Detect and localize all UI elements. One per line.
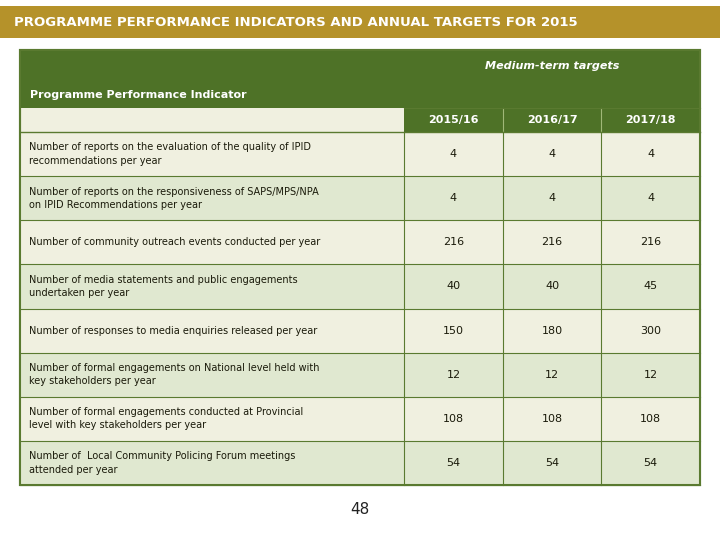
Text: 12: 12 bbox=[545, 370, 559, 380]
Text: 12: 12 bbox=[644, 370, 658, 380]
Bar bbox=[20, 441, 700, 485]
Bar bbox=[20, 397, 700, 441]
Bar bbox=[20, 220, 700, 265]
Text: 4: 4 bbox=[450, 193, 457, 203]
Text: Programme Performance Indicator: Programme Performance Indicator bbox=[30, 90, 247, 100]
Text: 54: 54 bbox=[545, 458, 559, 468]
Text: Number of reports on the evaluation of the quality of IPID
recommendations per y: Number of reports on the evaluation of t… bbox=[29, 143, 311, 166]
Text: 4: 4 bbox=[549, 149, 556, 159]
Text: Number of  Local Community Policing Forum meetings
attended per year: Number of Local Community Policing Forum… bbox=[29, 451, 295, 475]
Text: 4: 4 bbox=[549, 193, 556, 203]
Bar bbox=[20, 50, 700, 485]
Text: 48: 48 bbox=[351, 503, 369, 517]
Text: 216: 216 bbox=[443, 237, 464, 247]
Text: Number of media statements and public engagements
undertaken per year: Number of media statements and public en… bbox=[29, 275, 297, 298]
Bar bbox=[20, 176, 700, 220]
Text: Number of formal engagements on National level held with
key stakeholders per ye: Number of formal engagements on National… bbox=[29, 363, 320, 386]
Text: Number of responses to media enquiries released per year: Number of responses to media enquiries r… bbox=[29, 326, 318, 335]
Bar bbox=[0, 6, 720, 38]
Text: 108: 108 bbox=[443, 414, 464, 424]
Text: 45: 45 bbox=[644, 281, 658, 292]
Text: 12: 12 bbox=[446, 370, 461, 380]
Text: Number of reports on the responsiveness of SAPS/MPS/NPA
on IPID Recommendations : Number of reports on the responsiveness … bbox=[29, 187, 319, 210]
Text: 300: 300 bbox=[640, 326, 661, 335]
Text: 180: 180 bbox=[541, 326, 562, 335]
Text: PROGRAMME PERFORMANCE INDICATORS AND ANNUAL TARGETS FOR 2015: PROGRAMME PERFORMANCE INDICATORS AND ANN… bbox=[14, 16, 577, 29]
Text: 2015/16: 2015/16 bbox=[428, 115, 479, 125]
Text: 54: 54 bbox=[644, 458, 658, 468]
Bar bbox=[404, 108, 700, 132]
Text: 108: 108 bbox=[640, 414, 661, 424]
Bar bbox=[20, 353, 700, 397]
Text: 40: 40 bbox=[446, 281, 461, 292]
Text: 2017/18: 2017/18 bbox=[626, 115, 676, 125]
Text: 40: 40 bbox=[545, 281, 559, 292]
Bar bbox=[20, 308, 700, 353]
Text: 216: 216 bbox=[640, 237, 661, 247]
Bar bbox=[20, 50, 700, 485]
Text: 150: 150 bbox=[443, 326, 464, 335]
Text: Number of formal engagements conducted at Provincial
level with key stakeholders: Number of formal engagements conducted a… bbox=[29, 407, 303, 430]
Text: Number of community outreach events conducted per year: Number of community outreach events cond… bbox=[29, 237, 320, 247]
Text: 4: 4 bbox=[647, 149, 654, 159]
Bar bbox=[20, 132, 700, 176]
Text: 2016/17: 2016/17 bbox=[527, 115, 577, 125]
Text: 216: 216 bbox=[541, 237, 562, 247]
Text: 4: 4 bbox=[450, 149, 457, 159]
Text: Medium-term targets: Medium-term targets bbox=[485, 61, 619, 71]
Text: 54: 54 bbox=[446, 458, 461, 468]
Text: 108: 108 bbox=[541, 414, 562, 424]
Text: 4: 4 bbox=[647, 193, 654, 203]
Bar bbox=[20, 50, 700, 108]
Bar bbox=[20, 265, 700, 308]
